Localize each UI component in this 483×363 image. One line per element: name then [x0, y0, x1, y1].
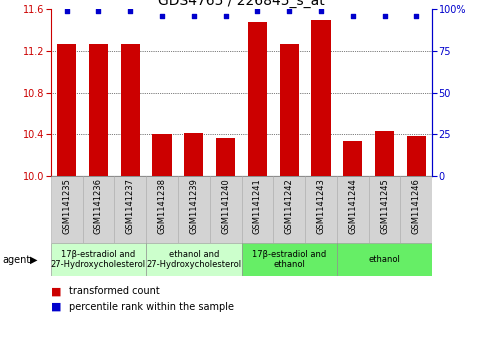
Text: GSM1141241: GSM1141241	[253, 178, 262, 234]
Text: GSM1141243: GSM1141243	[316, 178, 326, 234]
Point	[381, 13, 388, 19]
Point	[63, 8, 71, 14]
Bar	[337, 176, 369, 243]
Point	[254, 8, 261, 14]
Bar	[83, 176, 114, 243]
Text: 17β-estradiol and
27-Hydroxycholesterol: 17β-estradiol and 27-Hydroxycholesterol	[51, 250, 146, 269]
Bar	[248, 22, 267, 176]
Bar	[89, 44, 108, 176]
Text: GSM1141244: GSM1141244	[348, 178, 357, 234]
Text: percentile rank within the sample: percentile rank within the sample	[69, 302, 234, 312]
Text: GSM1141235: GSM1141235	[62, 178, 71, 234]
Text: ▶: ▶	[30, 254, 38, 265]
Bar	[210, 176, 242, 243]
Point	[412, 13, 420, 19]
Point	[190, 13, 198, 19]
Bar	[375, 131, 394, 176]
Point	[349, 13, 356, 19]
Text: GSM1141246: GSM1141246	[412, 178, 421, 234]
Text: transformed count: transformed count	[69, 286, 160, 297]
Text: agent: agent	[2, 254, 30, 265]
Bar	[343, 140, 362, 176]
Bar	[153, 134, 171, 176]
Bar	[407, 136, 426, 176]
Text: GSM1141240: GSM1141240	[221, 178, 230, 234]
Bar	[280, 44, 298, 176]
Bar	[242, 176, 273, 243]
Bar	[337, 243, 432, 276]
Bar	[178, 176, 210, 243]
Text: ■: ■	[51, 302, 61, 312]
Text: GSM1141236: GSM1141236	[94, 178, 103, 234]
Text: ■: ■	[51, 286, 61, 297]
Text: GSM1141237: GSM1141237	[126, 178, 135, 234]
Bar	[121, 44, 140, 176]
Bar	[216, 139, 235, 176]
Bar	[242, 243, 337, 276]
Point	[127, 8, 134, 14]
Text: GSM1141242: GSM1141242	[284, 178, 294, 234]
Point	[285, 8, 293, 14]
Bar	[400, 176, 432, 243]
Point	[222, 13, 229, 19]
Bar	[146, 243, 242, 276]
Text: GSM1141238: GSM1141238	[157, 178, 167, 234]
Bar	[185, 133, 203, 176]
Bar	[305, 176, 337, 243]
Bar	[312, 20, 330, 176]
Bar	[51, 176, 83, 243]
Point	[95, 8, 102, 14]
Text: ethanol: ethanol	[369, 255, 400, 264]
Bar	[51, 243, 146, 276]
Bar	[146, 176, 178, 243]
Point	[158, 13, 166, 19]
Text: 17β-estradiol and
ethanol: 17β-estradiol and ethanol	[252, 250, 327, 269]
Text: GSM1141245: GSM1141245	[380, 178, 389, 234]
Bar	[57, 44, 76, 176]
Bar	[369, 176, 400, 243]
Bar	[273, 176, 305, 243]
Text: ethanol and
27-Hydroxycholesterol: ethanol and 27-Hydroxycholesterol	[146, 250, 242, 269]
Title: GDS4765 / 226845_s_at: GDS4765 / 226845_s_at	[158, 0, 325, 8]
Bar	[114, 176, 146, 243]
Text: GSM1141239: GSM1141239	[189, 178, 199, 234]
Point	[317, 8, 325, 14]
